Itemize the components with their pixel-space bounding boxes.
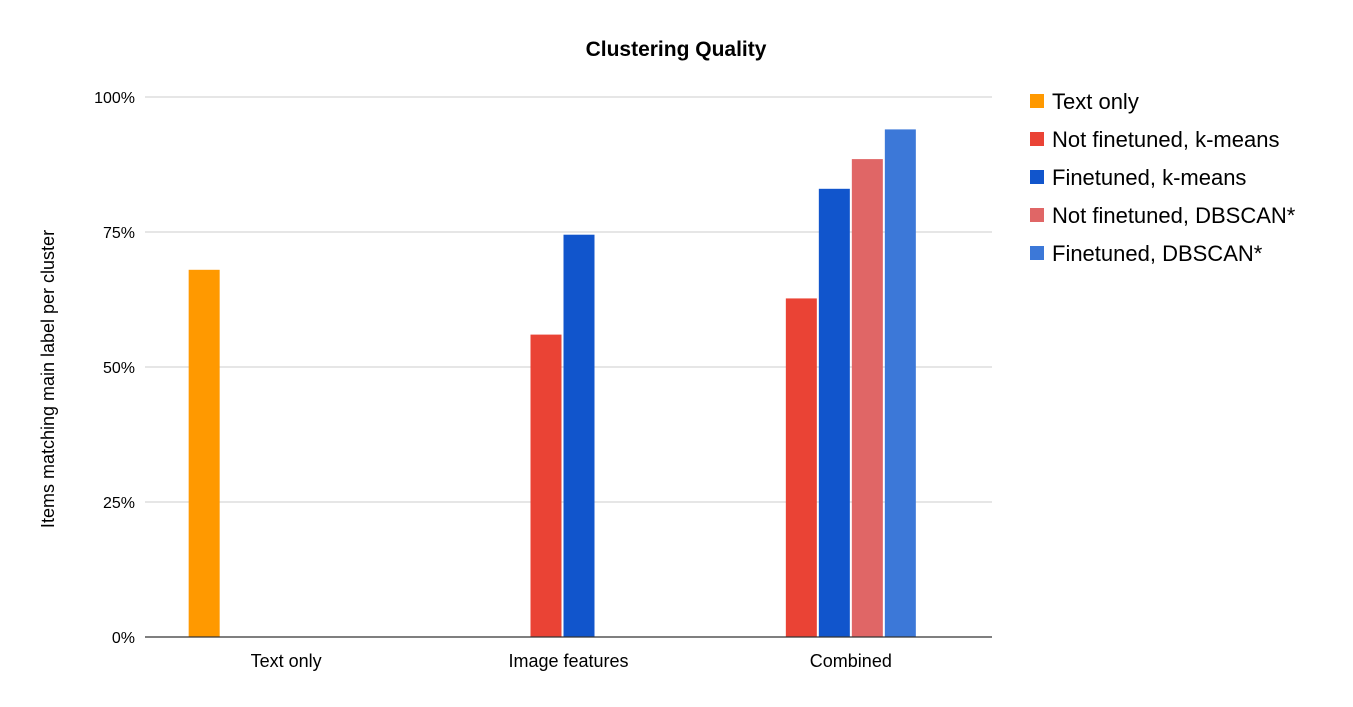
bars xyxy=(188,129,916,638)
y-axis-label: Items matching main label per cluster xyxy=(38,230,58,528)
legend-label: Not finetuned, k-means xyxy=(1052,127,1279,152)
legend-label: Text only xyxy=(1052,89,1139,114)
x-tick-label: Text only xyxy=(251,651,322,671)
legend-swatch xyxy=(1030,132,1044,146)
y-tick-label: 25% xyxy=(103,495,135,512)
legend-label: Finetuned, DBSCAN* xyxy=(1052,241,1263,266)
category-labels: Text only Image features Combined xyxy=(251,651,892,671)
legend: Text only Not finetuned, k-means Finetuned… xyxy=(1030,89,1296,266)
legend-swatch xyxy=(1030,170,1044,184)
y-tick-labels: 0% 25% 50% 75% 100% xyxy=(94,90,135,647)
bar xyxy=(188,269,220,637)
x-tick-label: Combined xyxy=(810,651,892,671)
bar xyxy=(785,298,817,637)
legend-label: Not finetuned, DBSCAN* xyxy=(1052,203,1296,228)
legend-swatch xyxy=(1030,208,1044,222)
bar xyxy=(884,129,916,637)
chart-title: Clustering Quality xyxy=(586,38,767,61)
y-tick-label: 0% xyxy=(112,630,135,647)
legend-swatch xyxy=(1030,246,1044,260)
y-tick-label: 100% xyxy=(94,90,135,107)
y-tick-label: 75% xyxy=(103,225,135,242)
bar xyxy=(851,159,883,637)
legend-label: Finetuned, k-means xyxy=(1052,165,1246,190)
x-tick-label: Image features xyxy=(508,651,628,671)
bar xyxy=(530,334,562,637)
y-tick-label: 50% xyxy=(103,360,135,377)
bar xyxy=(563,234,595,637)
bar xyxy=(818,188,850,638)
legend-swatch xyxy=(1030,94,1044,108)
